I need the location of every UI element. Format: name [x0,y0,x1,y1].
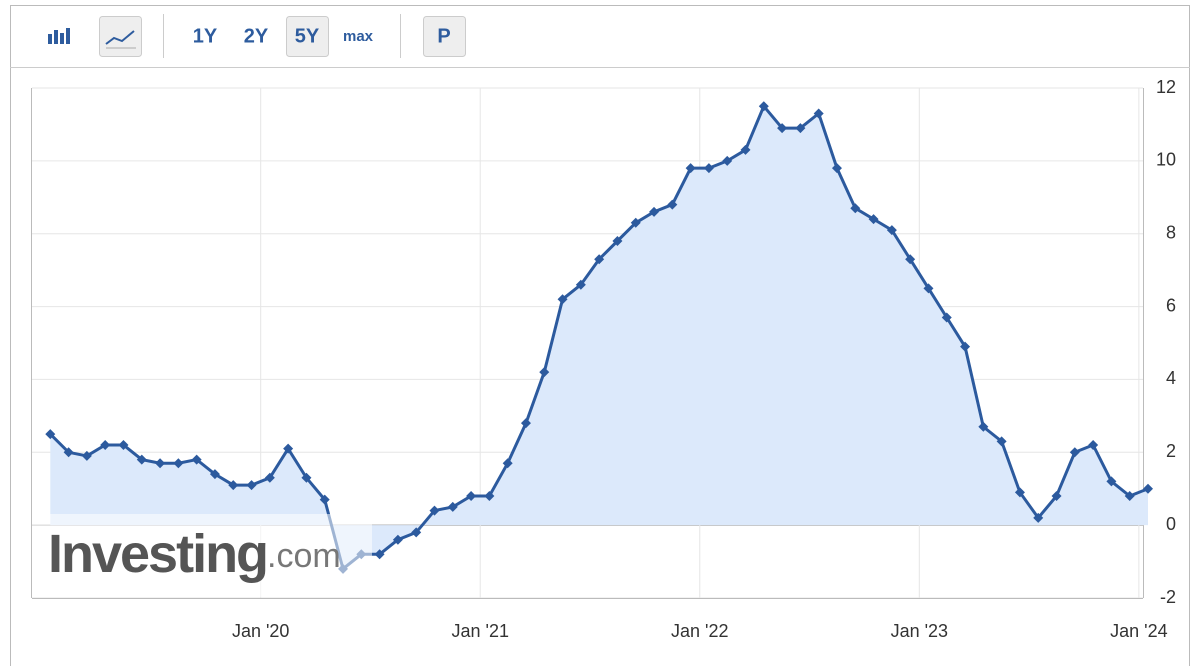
data-point [594,254,605,265]
data-point [319,494,330,505]
data-point [283,443,294,454]
data-point [100,440,111,450]
data-point [1033,512,1044,523]
data-point [868,214,879,225]
data-point [502,458,513,469]
x-tick-label: Jan '22 [671,621,728,641]
data-point [612,236,623,246]
data-point [886,225,897,236]
data-point [685,163,696,174]
data-point [136,454,147,465]
data-point [447,501,458,512]
data-point [1014,487,1025,498]
data-point [1124,491,1135,501]
data-point [1069,447,1080,458]
data-point [209,469,220,480]
y-tick-label: 6 [1166,295,1176,315]
data-point [905,254,916,265]
data-point [850,203,861,214]
area [50,106,1149,569]
data-point [667,199,678,210]
data-point [740,144,751,155]
data-point [1106,476,1117,487]
data-point [118,440,129,450]
watermark-suffix: .com [267,537,341,575]
range-button[interactable]: 1Y [193,25,218,47]
data-point [81,450,92,461]
data-point [301,472,312,483]
range-button[interactable]: 5Y [295,25,320,47]
data-point [173,458,184,469]
data-point [374,549,385,560]
y-tick-label: 2 [1166,441,1176,461]
p-button-box [423,16,466,57]
data-point [228,480,239,491]
data-point [429,505,440,516]
y-tick-label: 4 [1166,368,1176,388]
data-point [813,108,824,119]
y-tick-label: 12 [1156,77,1176,97]
y-tick-label: 8 [1166,222,1176,242]
data-point [466,491,477,501]
line-chart-button[interactable] [99,16,142,57]
data-point [831,163,842,174]
data-point [155,458,166,469]
p-button[interactable]: P [437,25,450,47]
data-point [960,341,971,352]
y-tick-label: 10 [1156,150,1176,170]
data-point [411,527,422,538]
data-point [246,480,257,491]
data-point [703,163,714,174]
data-point [978,421,989,432]
watermark-brand: Investing [48,524,267,584]
y-tick-label: -2 [1160,587,1176,607]
data-point [996,436,1007,447]
data-point [392,534,403,545]
x-tick-label: Jan '24 [1110,621,1167,641]
data-point [1143,483,1153,494]
data-point [777,123,788,134]
active-range-box [286,16,329,57]
data-point [758,101,769,112]
data-point [941,312,952,323]
data-point [520,418,531,429]
y-tick-label: 0 [1166,514,1176,534]
data-point [649,206,660,217]
range-button[interactable]: 2Y [244,25,269,47]
data-point [557,294,568,305]
watermark-backdrop [32,514,372,597]
bar-chart-button[interactable] [48,28,70,44]
data-point [539,367,550,378]
data-point [45,429,56,440]
data-point [1088,440,1099,450]
data-point [63,447,74,458]
data-point [630,217,641,228]
data-point [722,155,733,166]
range-button[interactable]: max [343,28,374,45]
watermark: Investing.com [48,524,341,584]
data-point [575,279,586,290]
x-tick-label: Jan '23 [891,621,948,641]
data-point [923,283,934,294]
data-point [1051,491,1062,501]
x-tick-label: Jan '21 [451,621,508,641]
data-point [484,491,495,501]
data-point [191,454,202,465]
data-point [264,472,275,483]
x-tick-label: Jan '20 [232,621,289,641]
data-point [795,123,806,134]
